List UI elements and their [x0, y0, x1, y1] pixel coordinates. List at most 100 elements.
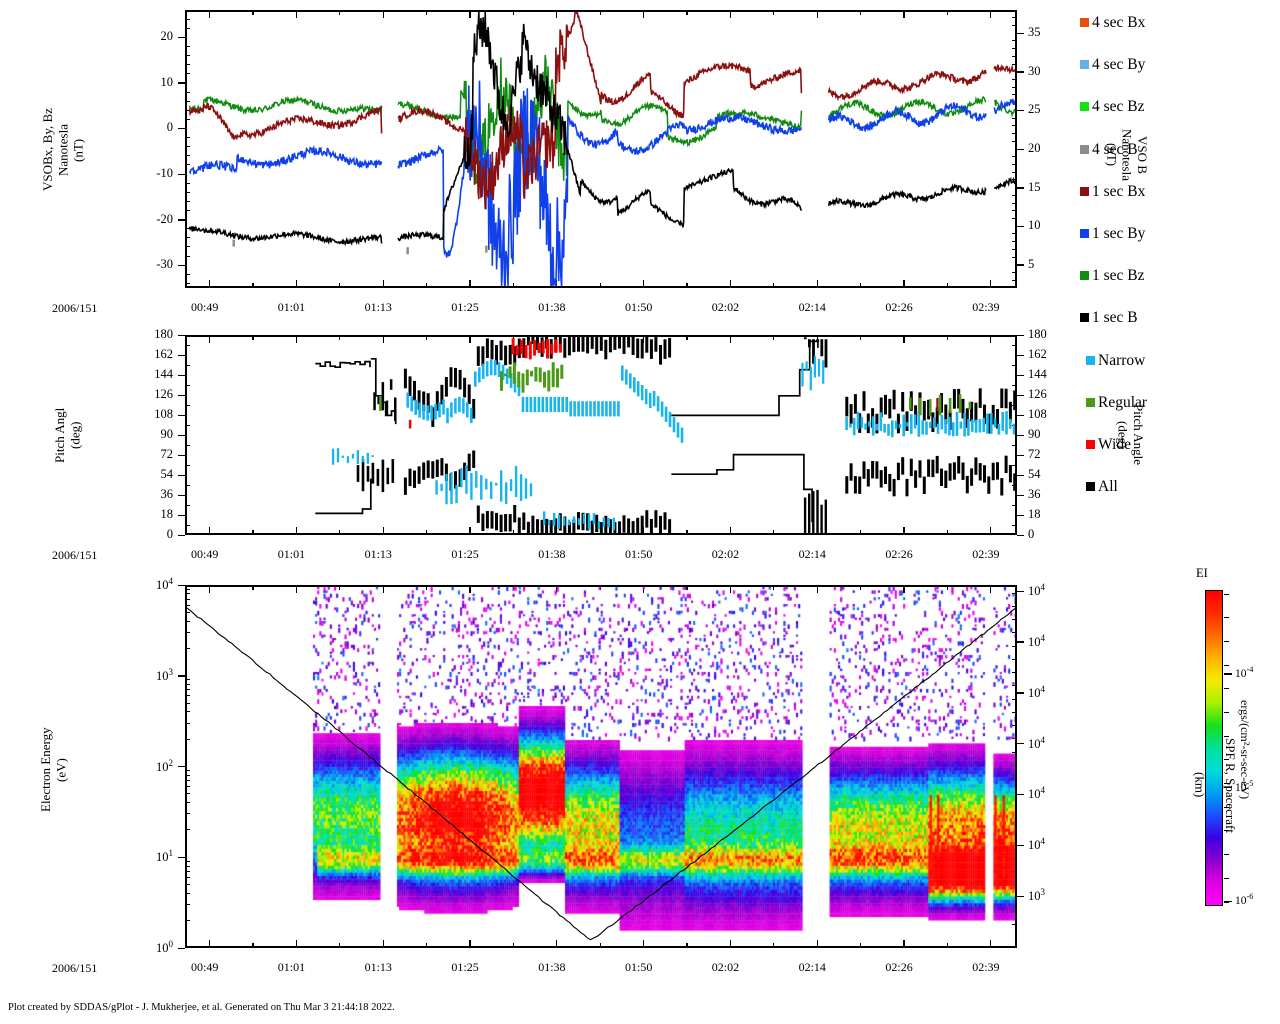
- axis-tick: [946, 335, 948, 340]
- axis-tick: [185, 228, 190, 230]
- axis-tick: [178, 264, 185, 267]
- legend-swatch: [1086, 397, 1095, 407]
- axis-tick: [178, 454, 185, 456]
- legend-swatch: [1080, 229, 1089, 238]
- axis-tick: [1012, 504, 1017, 506]
- axis-tick: [1017, 494, 1024, 496]
- axis-tick-label: 103: [1028, 887, 1045, 904]
- axis-tick: [686, 335, 688, 340]
- axis-tick: [946, 10, 948, 15]
- axis-tick: [178, 36, 185, 39]
- axis-tick: [1012, 233, 1017, 235]
- axis-tick-label: 104: [1028, 734, 1045, 751]
- axis-tick: [426, 283, 428, 288]
- axis-tick-label: 15: [1028, 179, 1041, 194]
- axis-tick-label: 104: [1028, 683, 1045, 700]
- axis-tick: [1012, 63, 1017, 65]
- axis-tick: [178, 856, 185, 859]
- axis-tick: [185, 210, 190, 212]
- panel1-right-axis-label: VSO B Nanotesla (nT): [1104, 129, 1150, 181]
- axis-tick: [1012, 364, 1017, 366]
- axis-tick: [1012, 117, 1017, 119]
- axis-tick-label: 36: [1028, 487, 1041, 501]
- axis-tick: [729, 280, 731, 288]
- axis-tick: [178, 394, 185, 396]
- axis-tick: [185, 182, 190, 184]
- axis-tick-label: 126: [154, 387, 173, 401]
- axis-tick: [1017, 514, 1024, 516]
- axis-tick: [1017, 434, 1024, 436]
- panel-magnetic-field-frame: [185, 10, 1017, 288]
- axis-tick: [860, 530, 862, 535]
- axis-tick-label: 162: [154, 347, 173, 361]
- axis-tick: [1224, 711, 1229, 713]
- x-axis-tick-label: 02:14: [798, 960, 826, 974]
- axis-tick: [209, 335, 211, 343]
- axis-tick: [686, 283, 688, 288]
- axis-tick-label: -20: [156, 211, 173, 226]
- axis-tick: [1224, 735, 1229, 737]
- axis-tick: [1012, 256, 1017, 258]
- x-axis-tick-label: 01:01: [277, 547, 306, 561]
- legend-swatch: [1080, 271, 1089, 281]
- axis-tick: [1017, 454, 1024, 456]
- axis-tick: [1224, 640, 1229, 642]
- axis-tick: [1012, 17, 1017, 19]
- axis-tick: [860, 335, 862, 340]
- axis-tick: [178, 219, 185, 221]
- legend-label: 1 sec By: [1092, 225, 1146, 242]
- axis-tick: [1017, 692, 1024, 694]
- axis-tick: [990, 335, 992, 343]
- axis-tick: [903, 335, 905, 343]
- legend-swatch: [1080, 144, 1089, 154]
- axis-tick: [903, 10, 905, 18]
- axis-tick: [1012, 524, 1017, 526]
- legend-swatch: [1086, 355, 1095, 365]
- axis-tick: [295, 335, 297, 343]
- axis-tick: [469, 335, 471, 343]
- axis-tick-label: 5: [1028, 256, 1035, 271]
- axis-tick: [1224, 759, 1229, 761]
- axis-tick: [185, 246, 190, 248]
- axis-tick-label: 100: [156, 939, 173, 956]
- x-axis-tick-label: 01:01: [277, 960, 306, 974]
- axis-tick: [1224, 688, 1229, 690]
- axis-tick: [1017, 590, 1024, 592]
- axis-tick: [178, 947, 185, 949]
- axis-tick: [469, 527, 471, 535]
- axis-tick-label: 102: [156, 757, 173, 774]
- panel2-traces: [315, 337, 1015, 533]
- axis-tick: [1012, 384, 1017, 386]
- axis-tick: [178, 127, 185, 130]
- colorbar-units-label: ergs/(cm²-sr-sec-eV): [1238, 700, 1252, 800]
- axis-tick-label: 54: [1028, 467, 1041, 481]
- legend-swatch: [1086, 482, 1095, 492]
- axis-tick-label: 103: [156, 666, 173, 683]
- axis-tick: [1017, 187, 1024, 189]
- axis-tick: [512, 10, 514, 15]
- axis-tick-label: 144: [1028, 367, 1047, 381]
- axis-tick: [1012, 444, 1017, 446]
- x-axis-tick-label: 02:26: [885, 960, 913, 974]
- axis-tick: [773, 10, 775, 15]
- x-axis-date-label: 2006/151: [52, 301, 98, 315]
- axis-tick: [185, 504, 190, 506]
- colorbar-tick-label: 10-6: [1235, 892, 1254, 908]
- axis-tick-label: 0: [166, 120, 173, 135]
- legend-swatch: [1080, 186, 1089, 196]
- axis-tick: [773, 335, 775, 340]
- axis-tick: [185, 45, 190, 47]
- axis-tick: [1224, 673, 1232, 675]
- x-axis-tick-label: 01:50: [625, 300, 653, 314]
- legend-label: 4 sec B: [1092, 140, 1138, 158]
- axis-tick: [1012, 248, 1017, 250]
- axis-tick: [178, 82, 185, 84]
- x-axis-date-label: 2006/151: [52, 548, 98, 562]
- axis-tick: [426, 530, 428, 535]
- axis-tick: [382, 527, 384, 535]
- axis-tick: [512, 335, 514, 340]
- x-axis-tick-label: 01:25: [451, 547, 479, 561]
- axis-tick: [1017, 394, 1024, 396]
- axis-tick-label: 180: [154, 327, 173, 341]
- axis-tick: [1012, 55, 1017, 57]
